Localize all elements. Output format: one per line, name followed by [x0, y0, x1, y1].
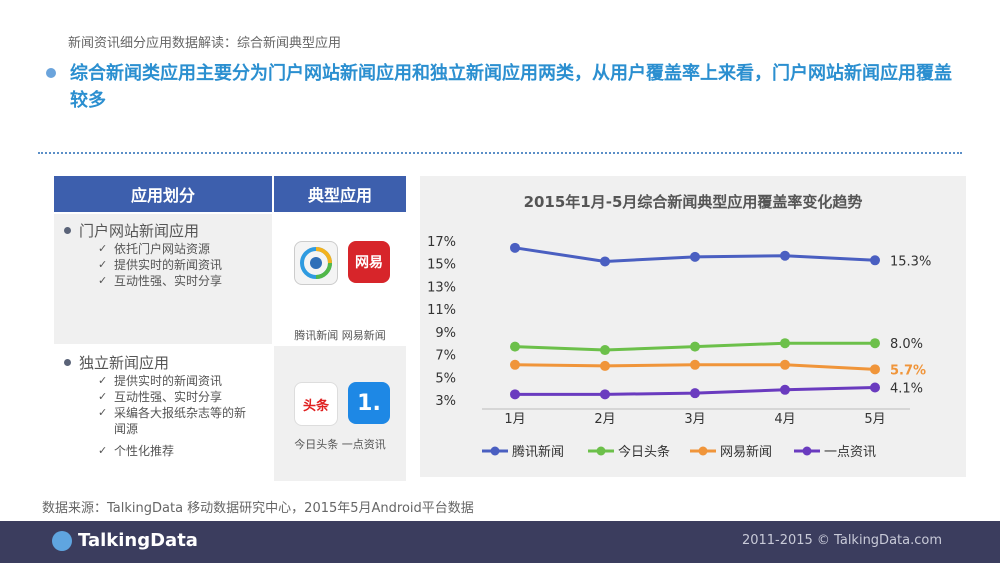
data-point: [510, 242, 520, 253]
x-tick-label: 3月: [684, 412, 705, 427]
data-point: [690, 359, 700, 370]
footer-bar: TalkingData 2011-2015 © TalkingData.com: [0, 521, 1000, 563]
y-tick-label: 5%: [435, 371, 456, 386]
data-point: [600, 389, 610, 400]
table-row-portal-apps: 网易 腾讯新闻 网易新闻: [274, 214, 406, 344]
table-header-apps: 典型应用: [274, 176, 406, 212]
x-tick-label: 4月: [774, 412, 795, 427]
data-point: [690, 341, 700, 352]
x-tick-label: 5月: [864, 412, 885, 427]
category-label: 独立新闻应用: [79, 354, 170, 372]
check-icon: ✓: [98, 274, 108, 287]
data-point: [870, 364, 880, 375]
data-label: 5.7%: [890, 363, 926, 378]
legend-marker: [596, 446, 606, 456]
bullet-icon: [64, 227, 71, 234]
y-tick-label: 13%: [427, 280, 456, 295]
table-header-category: 应用划分: [54, 176, 272, 212]
netease-news-icon: 网易: [348, 241, 390, 283]
check-icon: ✓: [98, 444, 108, 457]
divider: [38, 152, 962, 154]
legend-label: 今日头条: [618, 444, 670, 460]
check-icon: ✓: [98, 242, 108, 255]
category-label: 门户网站新闻应用: [79, 222, 200, 240]
legend-marker: [698, 446, 708, 456]
headline-bullet: [46, 68, 56, 78]
data-point: [600, 345, 610, 356]
feature-item: ✓ 采编各大报纸杂志等的新闻源: [98, 406, 247, 436]
check-icon: ✓: [98, 374, 108, 387]
bullet-icon: [64, 359, 71, 366]
feature-item: ✓ 提供实时的新闻资讯: [98, 258, 223, 272]
tencent-news-icon: [294, 241, 338, 285]
y-tick-label: 3%: [435, 394, 456, 409]
feature-item: ✓ 个性化推荐: [98, 444, 175, 458]
data-label: 8.0%: [890, 337, 923, 352]
chart-title: 2015年1月-5月综合新闻典型应用覆盖率变化趋势: [523, 193, 863, 211]
table-row-independent: 独立新闻应用 ✓ 提供实时的新闻资讯 ✓ 互动性强、实时分享 ✓ 采编各大报纸杂志等的…: [54, 346, 272, 481]
x-tick-label: 2月: [594, 412, 615, 427]
y-tick-label: 11%: [427, 303, 456, 318]
legend-label: 腾讯新闻: [512, 444, 564, 460]
data-point: [870, 255, 880, 266]
data-label: 15.3%: [890, 254, 931, 269]
category-portal: 门户网站新闻应用: [64, 220, 199, 241]
copyright: 2011-2015 © TalkingData.com: [741, 533, 942, 548]
feature-item: ✓ 依托门户网站资源: [98, 242, 211, 256]
app-names: 今日头条 一点资讯: [294, 438, 386, 451]
feature-item: ✓ 互动性强、实时分享: [98, 390, 223, 404]
feature-item: ✓ 提供实时的新闻资讯: [98, 374, 223, 388]
data-point: [600, 360, 610, 371]
data-point: [510, 389, 520, 400]
coverage-trend-chart: 2015年1月-5月综合新闻典型应用覆盖率变化趋势 17% 15% 13% 11% 9%…: [420, 176, 966, 477]
y-tick-label: 7%: [435, 349, 456, 364]
data-point: [690, 251, 700, 262]
app-icons: 头条 1.: [294, 382, 390, 426]
app-icons: 网易: [294, 241, 390, 285]
data-point: [780, 338, 790, 349]
logo-icon: [52, 530, 72, 551]
y-tick-label: 9%: [435, 326, 456, 341]
data-source: 数据来源：TalkingData 移动数据研究中心，2015年5月Android…: [42, 501, 474, 516]
category-independent: 独立新闻应用: [64, 352, 169, 373]
toutiao-icon: 头条: [294, 382, 338, 426]
data-point: [510, 359, 520, 370]
app-classification-table: 应用划分 典型应用 门户网站新闻应用 ✓ 依托门户网站资源 ✓ 提供实时的新闻资讯 …: [54, 176, 406, 481]
check-icon: ✓: [98, 258, 108, 271]
legend-marker: [490, 446, 500, 456]
talkingdata-logo: TalkingData: [52, 530, 198, 551]
data-point: [600, 256, 610, 267]
page-headline: 综合新闻类应用主要分为门户网站新闻应用和独立新闻应用两类，从用户覆盖率上来看，门…: [70, 63, 952, 111]
legend-marker: [802, 446, 812, 456]
data-point: [780, 359, 790, 370]
data-point: [510, 341, 520, 352]
app-names: 腾讯新闻 网易新闻: [294, 329, 386, 342]
table-row-portal: 门户网站新闻应用 ✓ 依托门户网站资源 ✓ 提供实时的新闻资讯 ✓ 互动性强、实时分享: [54, 214, 272, 344]
data-point: [870, 338, 880, 349]
check-icon: ✓: [98, 390, 108, 403]
page-subtitle: 新闻资讯细分应用数据解读：综合新闻典型应用: [68, 36, 342, 51]
check-icon: ✓: [98, 406, 108, 419]
data-point: [780, 384, 790, 395]
data-point: [780, 250, 790, 261]
logo-text: TalkingData: [78, 530, 198, 551]
feature-item: ✓ 互动性强、实时分享: [98, 274, 223, 288]
data-point: [870, 382, 880, 393]
data-point: [690, 388, 700, 399]
y-tick-label: 15%: [427, 258, 456, 273]
table-row-independent-apps: 头条 1. 今日头条 一点资讯: [274, 346, 406, 481]
y-tick-label: 17%: [427, 235, 456, 250]
x-tick-label: 1月: [504, 412, 525, 427]
legend-label: 网易新闻: [720, 444, 772, 460]
yidian-icon: 1.: [348, 382, 390, 424]
chart-plot: 17% 15% 13% 11% 9% 7% 5% 3% 1月 2月 3月 4月 5月 15.3% 8.0% 5…: [427, 235, 931, 460]
data-label: 4.1%: [890, 382, 923, 397]
legend-label: 一点资讯: [824, 445, 876, 460]
